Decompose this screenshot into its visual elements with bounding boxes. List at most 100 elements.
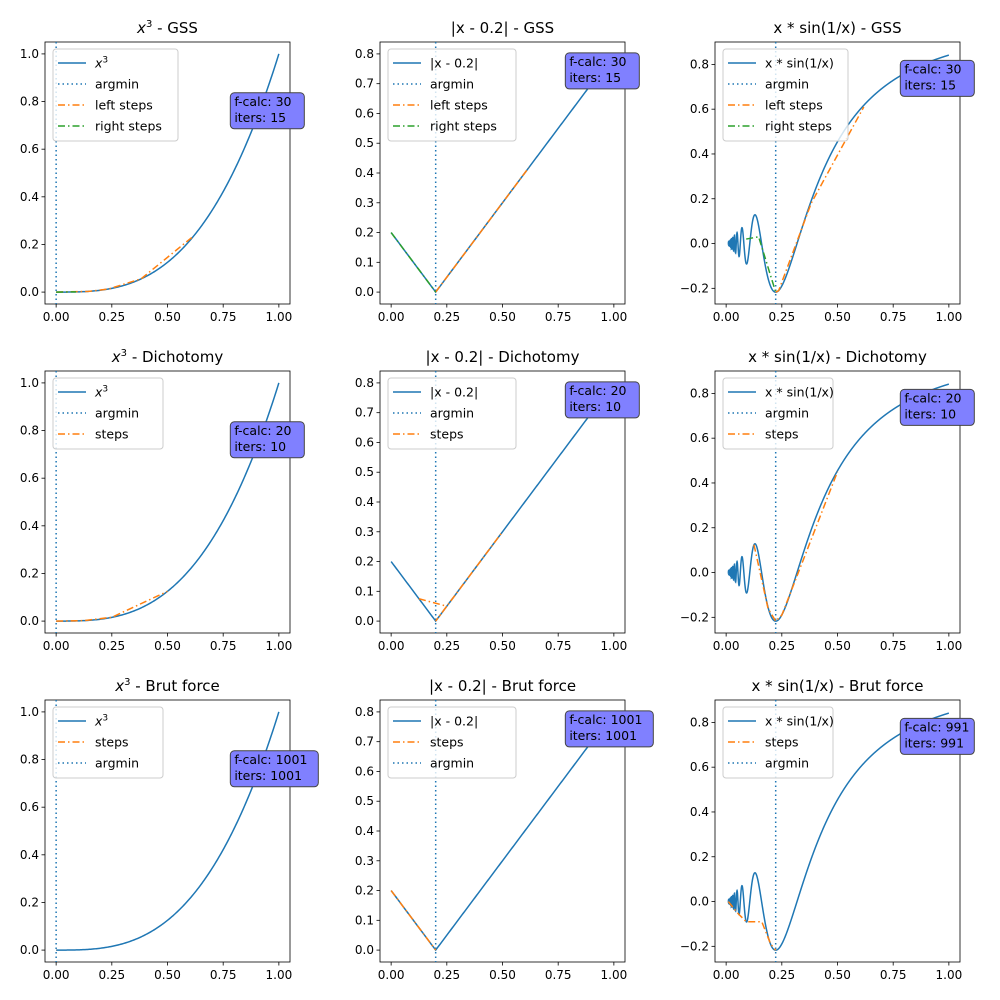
legend-label: steps: [95, 427, 129, 442]
x-tick-label: 1.00: [936, 310, 963, 324]
y-tick-label: 0.5: [355, 794, 374, 808]
y-tick-label: 0.6: [355, 106, 374, 120]
y-tick-label: 0.6: [690, 102, 709, 116]
y-tick-label: 0.1: [355, 584, 374, 598]
subplot-9: 0.00 0.25 0.50 0.75 1.00 −0.2 0.0 0.2 0.4 0.6 0.8 x…: [680, 677, 975, 982]
legend-label: x3: [94, 714, 108, 729]
y-tick-label: 0.1: [355, 913, 374, 927]
legend-label: argmin: [765, 406, 809, 421]
info-fcalc: f-calc: 30: [569, 54, 626, 69]
info-iters: iters: 10: [904, 406, 956, 421]
legend-label: right steps: [765, 119, 832, 134]
legend: [722, 48, 849, 142]
y-tick-label: 0.8: [20, 95, 39, 109]
legend-label: argmin: [430, 406, 474, 421]
y-tick-label: 0.8: [355, 376, 374, 390]
legend-label: left steps: [430, 98, 488, 113]
x-tick-label: 0.50: [154, 310, 181, 324]
info-iters: iters: 15: [569, 70, 621, 85]
legend-label: x3: [94, 56, 108, 71]
x-tick-label: 0.25: [98, 310, 125, 324]
legend-label: x3: [94, 385, 108, 400]
y-tick-label: 0.8: [20, 424, 39, 438]
legend-label: |x - 0.2|: [430, 56, 478, 71]
x-tick-label: 0.25: [768, 968, 795, 982]
info-fcalc: f-calc: 20: [234, 423, 291, 438]
y-tick-label: 0.3: [355, 525, 374, 539]
legend-label: left steps: [95, 98, 153, 113]
x-tick-label: 0.75: [545, 968, 572, 982]
legend-label: right steps: [95, 119, 162, 134]
subplot-title: x3 - Brut force: [114, 677, 220, 695]
y-tick-label: 0.8: [690, 57, 709, 71]
x-tick-label: 0.75: [210, 310, 237, 324]
y-tick-label: 1.0: [20, 376, 39, 390]
y-tick-label: −0.2: [680, 281, 709, 295]
y-tick-label: 0.4: [690, 147, 709, 161]
x-tick-label: 0.00: [378, 639, 405, 653]
x-tick-label: 1.00: [266, 639, 293, 653]
subplot-6: 0.00 0.25 0.50 0.75 1.00 −0.2 0.0 0.2 0.4 0.6 0.8 x…: [680, 348, 975, 653]
y-tick-label: 0.8: [690, 386, 709, 400]
y-tick-label: 0.2: [20, 895, 39, 909]
y-tick-label: 0.0: [355, 285, 374, 299]
legend-label: steps: [430, 427, 464, 442]
y-tick-label: 0.0: [20, 285, 39, 299]
x-tick-label: 1.00: [936, 968, 963, 982]
y-tick-label: 0.2: [20, 237, 39, 251]
y-tick-label: 0.8: [355, 47, 374, 61]
steps-line: [435, 167, 530, 293]
steps-line: [775, 106, 865, 293]
x-tick-label: 1.00: [601, 310, 628, 324]
x-tick-label: 1.00: [936, 639, 963, 653]
x-tick-label: 1.00: [266, 968, 293, 982]
subplot-1: 0.00 0.25 0.50 0.75 1.00 0.0 0.2 0.4 0.6 0.8 1.0 x3…: [20, 19, 305, 324]
info-fcalc: f-calc: 1001: [234, 752, 307, 767]
y-tick-label: 0.0: [690, 566, 709, 580]
legend-label: steps: [765, 427, 799, 442]
y-tick-label: 0.8: [355, 705, 374, 719]
subplot-title: |x - 0.2| - GSS: [451, 19, 554, 37]
info-iters: iters: 15: [234, 110, 286, 125]
y-tick-label: 0.0: [690, 237, 709, 251]
info-iters: iters: 991: [904, 735, 964, 750]
x-tick-label: 1.00: [601, 639, 628, 653]
info-fcalc: f-calc: 991: [904, 719, 969, 734]
legend: [387, 377, 517, 450]
x-tick-label: 0.00: [713, 310, 740, 324]
x-tick-label: 0.50: [824, 639, 851, 653]
y-tick-label: 0.6: [20, 800, 39, 814]
y-tick-label: 0.0: [690, 895, 709, 909]
y-tick-label: 0.4: [355, 495, 374, 509]
x-tick-label: 0.00: [43, 968, 70, 982]
legend: [387, 48, 517, 142]
subplot-3: 0.00 0.25 0.50 0.75 1.00 −0.2 0.0 0.2 0.4 0.6 0.8 x…: [680, 19, 975, 324]
x-tick-label: 0.75: [880, 639, 907, 653]
info-fcalc: f-calc: 1001: [569, 712, 642, 727]
info-iters: iters: 15: [904, 77, 956, 92]
y-tick-label: 0.3: [355, 196, 374, 210]
legend: [722, 377, 834, 450]
x-tick-label: 0.00: [43, 310, 70, 324]
subplot-2: 0.00 0.25 0.50 0.75 1.00 0.0 0.1 0.2 0.3 0.4 0.5 0.…: [355, 19, 640, 324]
x-tick-label: 0.50: [489, 968, 516, 982]
y-tick-label: 0.4: [690, 476, 709, 490]
x-tick-label: 0.00: [713, 968, 740, 982]
legend: [52, 377, 164, 450]
legend: [52, 706, 164, 779]
legend-label: argmin: [430, 756, 474, 771]
x-tick-label: 1.00: [601, 968, 628, 982]
legend-label: argmin: [95, 77, 139, 92]
y-tick-label: 0.7: [355, 735, 374, 749]
y-tick-label: −0.2: [680, 939, 709, 953]
x-tick-label: 0.00: [713, 639, 740, 653]
legend-label: x * sin(1/x): [765, 56, 834, 71]
legend-label: |x - 0.2|: [430, 385, 478, 400]
subplot-title: x * sin(1/x) - GSS: [773, 19, 901, 37]
subplot-title: x3 - GSS: [136, 19, 198, 37]
y-tick-label: 0.4: [355, 166, 374, 180]
info-box: [564, 710, 654, 748]
legend: [722, 706, 834, 779]
legend-label: steps: [765, 735, 799, 750]
y-tick-label: 0.5: [355, 465, 374, 479]
